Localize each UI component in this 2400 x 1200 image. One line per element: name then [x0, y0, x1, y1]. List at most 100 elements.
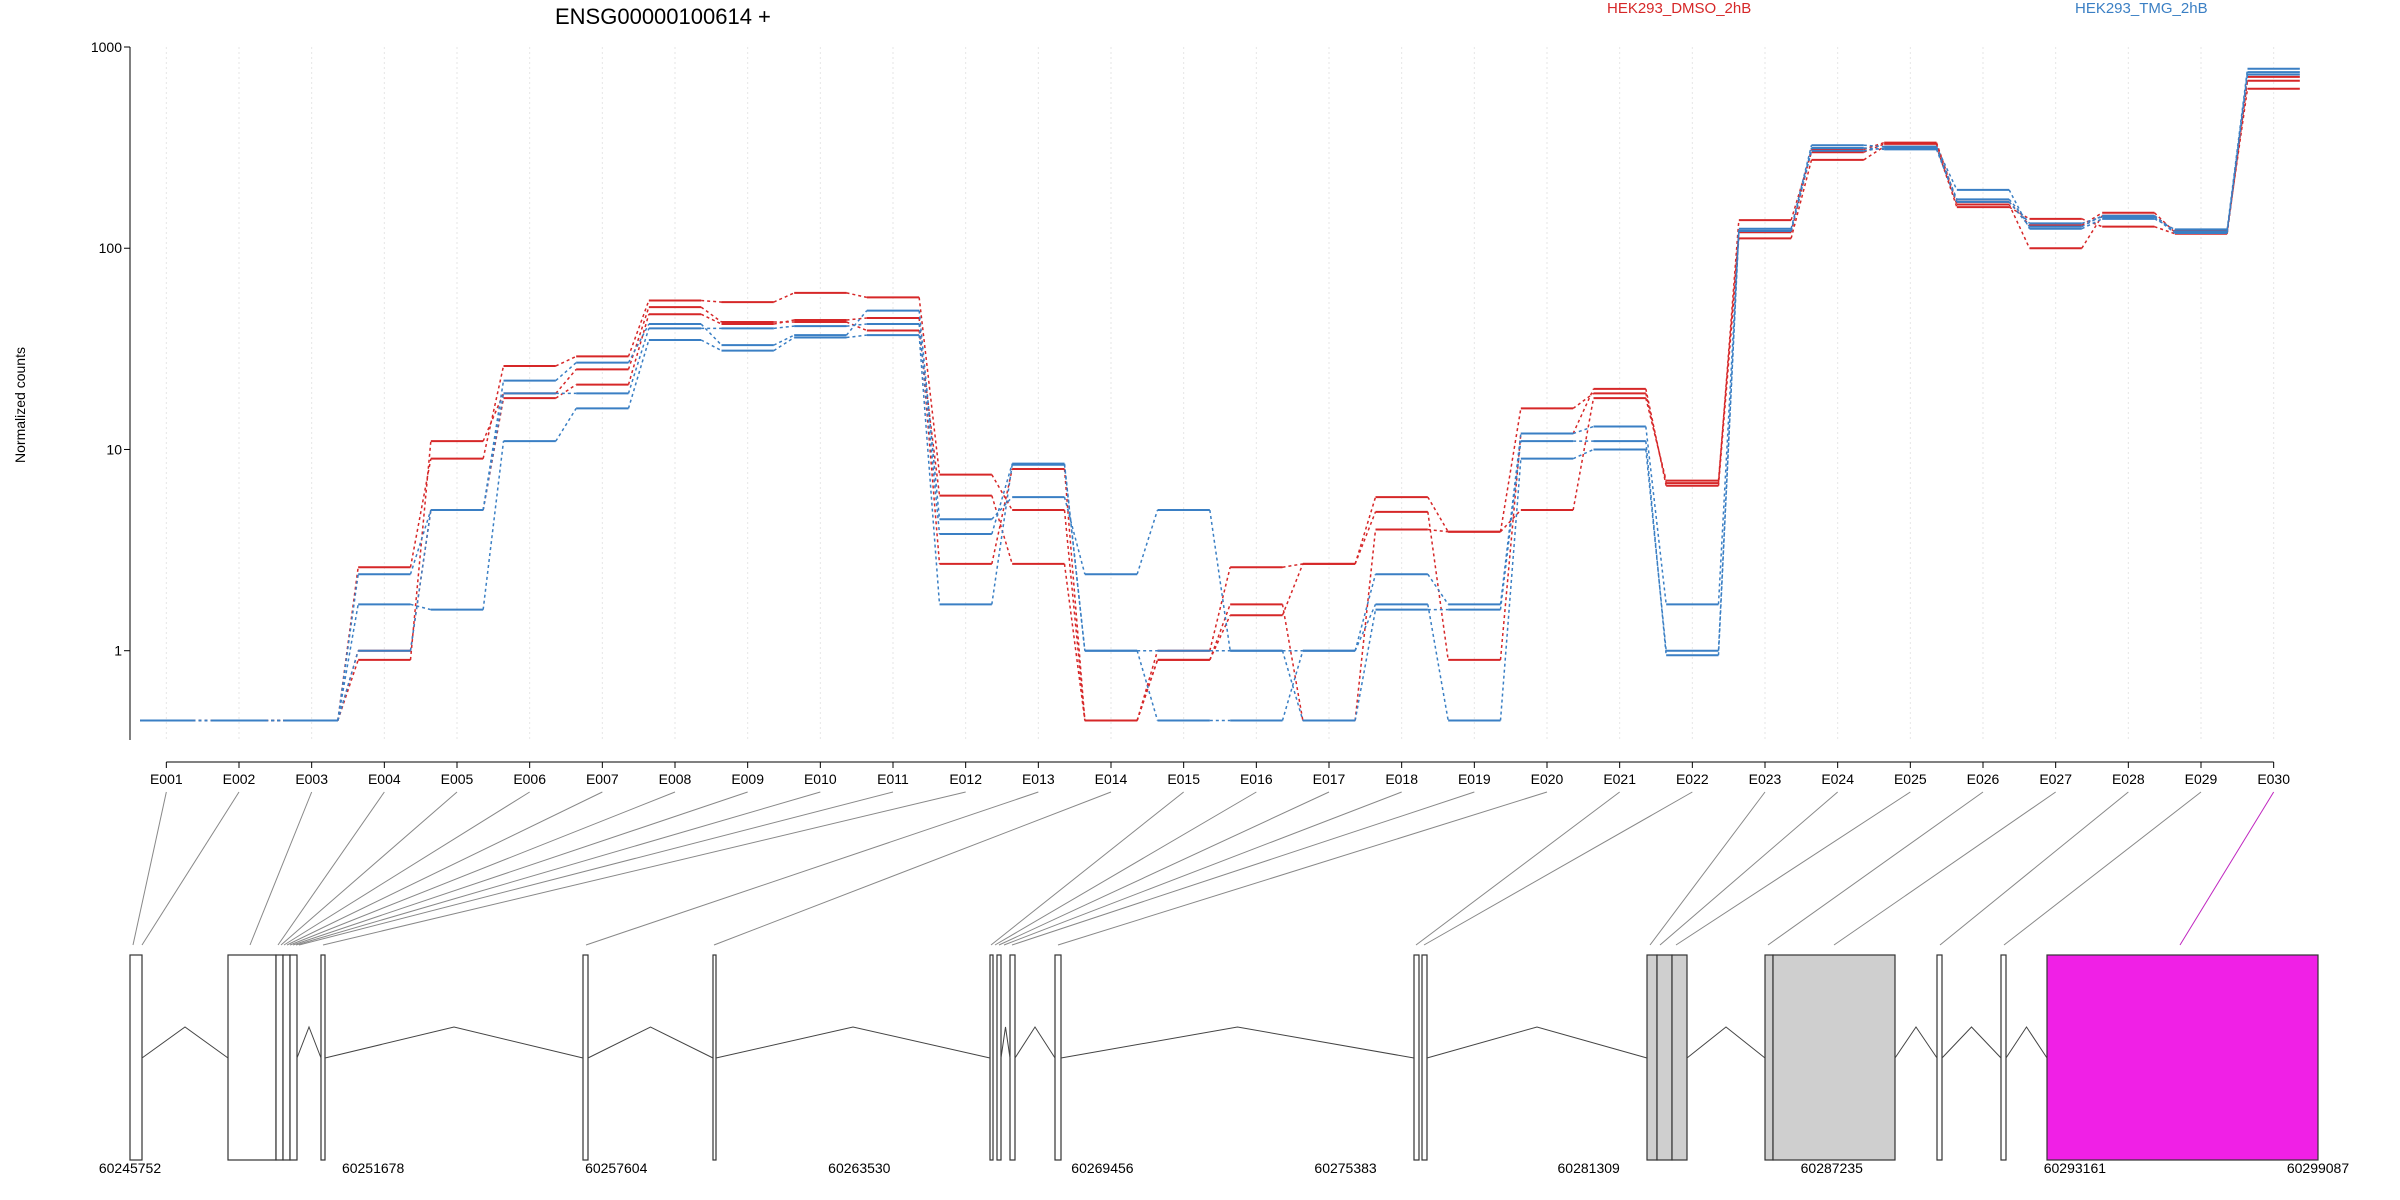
series-connector — [482, 393, 505, 511]
genomic-coordinate-label: 60275383 — [1314, 1160, 1377, 1176]
series-connector — [1572, 392, 1594, 410]
series-hek293_dmso_2hb-2 — [140, 75, 2300, 722]
series-hek293_tmg_2hb-5 — [140, 73, 2300, 722]
x-tick-label-e013: E013 — [1022, 771, 1055, 787]
series-connector — [2081, 218, 2103, 230]
series-connector — [701, 299, 722, 303]
series-connector — [627, 328, 650, 394]
series-connector — [627, 339, 650, 409]
genomic-coordinate-label: 60293161 — [2044, 1160, 2107, 1176]
genomic-coordinate-label: 60245752 — [99, 1160, 162, 1176]
exon-box — [320, 954, 326, 1161]
series-connector — [1354, 604, 1377, 652]
series-connector — [1281, 563, 1304, 616]
exon-connector-e029 — [2003, 791, 2202, 946]
genomic-coordinate-label: 60269456 — [1071, 1160, 1134, 1176]
intron-line — [296, 1025, 322, 1059]
series-connector — [1063, 468, 1086, 721]
series-connector — [1281, 650, 1304, 721]
exon-box — [1646, 954, 1658, 1161]
genomic-coordinate-label: 60251678 — [342, 1160, 405, 1176]
series-connector — [337, 650, 359, 721]
x-tick-label-e009: E009 — [731, 771, 764, 787]
series-connector — [991, 496, 1013, 520]
exon-connector-e021 — [1415, 791, 1620, 946]
x-tick-label-e014: E014 — [1095, 771, 1128, 787]
series-connector — [555, 384, 577, 399]
exon-connector-e024 — [1659, 791, 1838, 946]
series-connector — [700, 323, 723, 346]
intron-line — [1686, 1026, 1766, 1059]
series-connector — [482, 365, 505, 459]
y-axis-title: Normalized counts — [12, 347, 28, 463]
series-connector — [482, 441, 505, 610]
series-connector — [1790, 159, 1813, 239]
x-tick-label-e005: E005 — [441, 771, 474, 787]
series-connector — [409, 441, 432, 660]
exon-connector-e008 — [289, 791, 676, 946]
series-connector — [1282, 563, 1303, 568]
series-connector — [1717, 230, 1740, 656]
y-tick-label-10: 10 — [106, 441, 122, 457]
x-tick-label-e011: E011 — [877, 771, 909, 787]
exon-box — [129, 954, 143, 1161]
x-tick-label-e018: E018 — [1385, 771, 1418, 787]
series-connector — [2081, 212, 2103, 226]
exon-box — [1772, 954, 1896, 1161]
exon-connector-e016 — [994, 791, 1257, 946]
exon-box — [1054, 954, 1062, 1161]
series-connector — [1499, 408, 1522, 532]
series-connector — [2008, 204, 2031, 249]
exon-connector-e023 — [1649, 791, 1766, 946]
genomic-coordinate-label: 60287235 — [1801, 1160, 1864, 1176]
series-connector — [1427, 604, 1449, 721]
exon-connector-e015 — [990, 791, 1184, 946]
intron-line — [2005, 1026, 2048, 1059]
series-connector — [2154, 218, 2176, 231]
exon-box — [1421, 954, 1428, 1161]
x-tick-label-e012: E012 — [949, 771, 982, 787]
chart-title: ENSG00000100614 + — [555, 4, 771, 29]
series-lines — [140, 67, 2300, 722]
exon-box — [227, 954, 277, 1161]
series-connector — [846, 292, 868, 299]
intron-line — [1426, 1026, 1648, 1059]
exon-connector-e017 — [998, 791, 1330, 946]
exon-connector-e030 — [2179, 791, 2275, 946]
series-connector — [773, 336, 795, 352]
x-tick-label-e025: E025 — [1894, 771, 1927, 787]
series-connector — [918, 330, 941, 496]
series-connector — [1063, 509, 1086, 721]
series-connector — [1209, 567, 1231, 651]
series-connector — [1572, 448, 1594, 460]
series-connector — [991, 495, 1013, 565]
series-connector — [1645, 426, 1667, 605]
series-connector — [1499, 458, 1522, 721]
series-connector — [1354, 529, 1377, 721]
exon-connectors — [132, 791, 2275, 946]
exon-box — [2046, 954, 2319, 1161]
exon-connector-e020 — [1057, 791, 1548, 946]
series-connector — [1499, 433, 1522, 605]
x-tick-label-e026: E026 — [1967, 771, 2000, 787]
gene-model — [129, 954, 2319, 1161]
exon-connector-e006 — [283, 791, 530, 946]
series-connector — [1499, 441, 1522, 610]
series-connector — [1645, 397, 1667, 481]
series-connector — [773, 319, 795, 325]
x-tick-label-e001: E001 — [150, 771, 183, 787]
exon-box — [1764, 954, 1774, 1161]
series-connector — [846, 317, 867, 321]
series-connector — [700, 313, 722, 325]
exon-connector-e005 — [280, 791, 458, 946]
exon-box — [275, 954, 284, 1161]
series-connector — [845, 310, 868, 336]
exon-connector-e007 — [286, 791, 603, 946]
series-connector — [2008, 198, 2031, 224]
series-connector — [1427, 496, 1449, 533]
genomic-axis: 60245752 60251678 60257604 60263530 60269456… — [99, 1160, 2350, 1176]
x-tick-label-e006: E006 — [513, 771, 546, 787]
series-connector — [1063, 496, 1086, 575]
exon-connector-e012 — [322, 791, 966, 946]
